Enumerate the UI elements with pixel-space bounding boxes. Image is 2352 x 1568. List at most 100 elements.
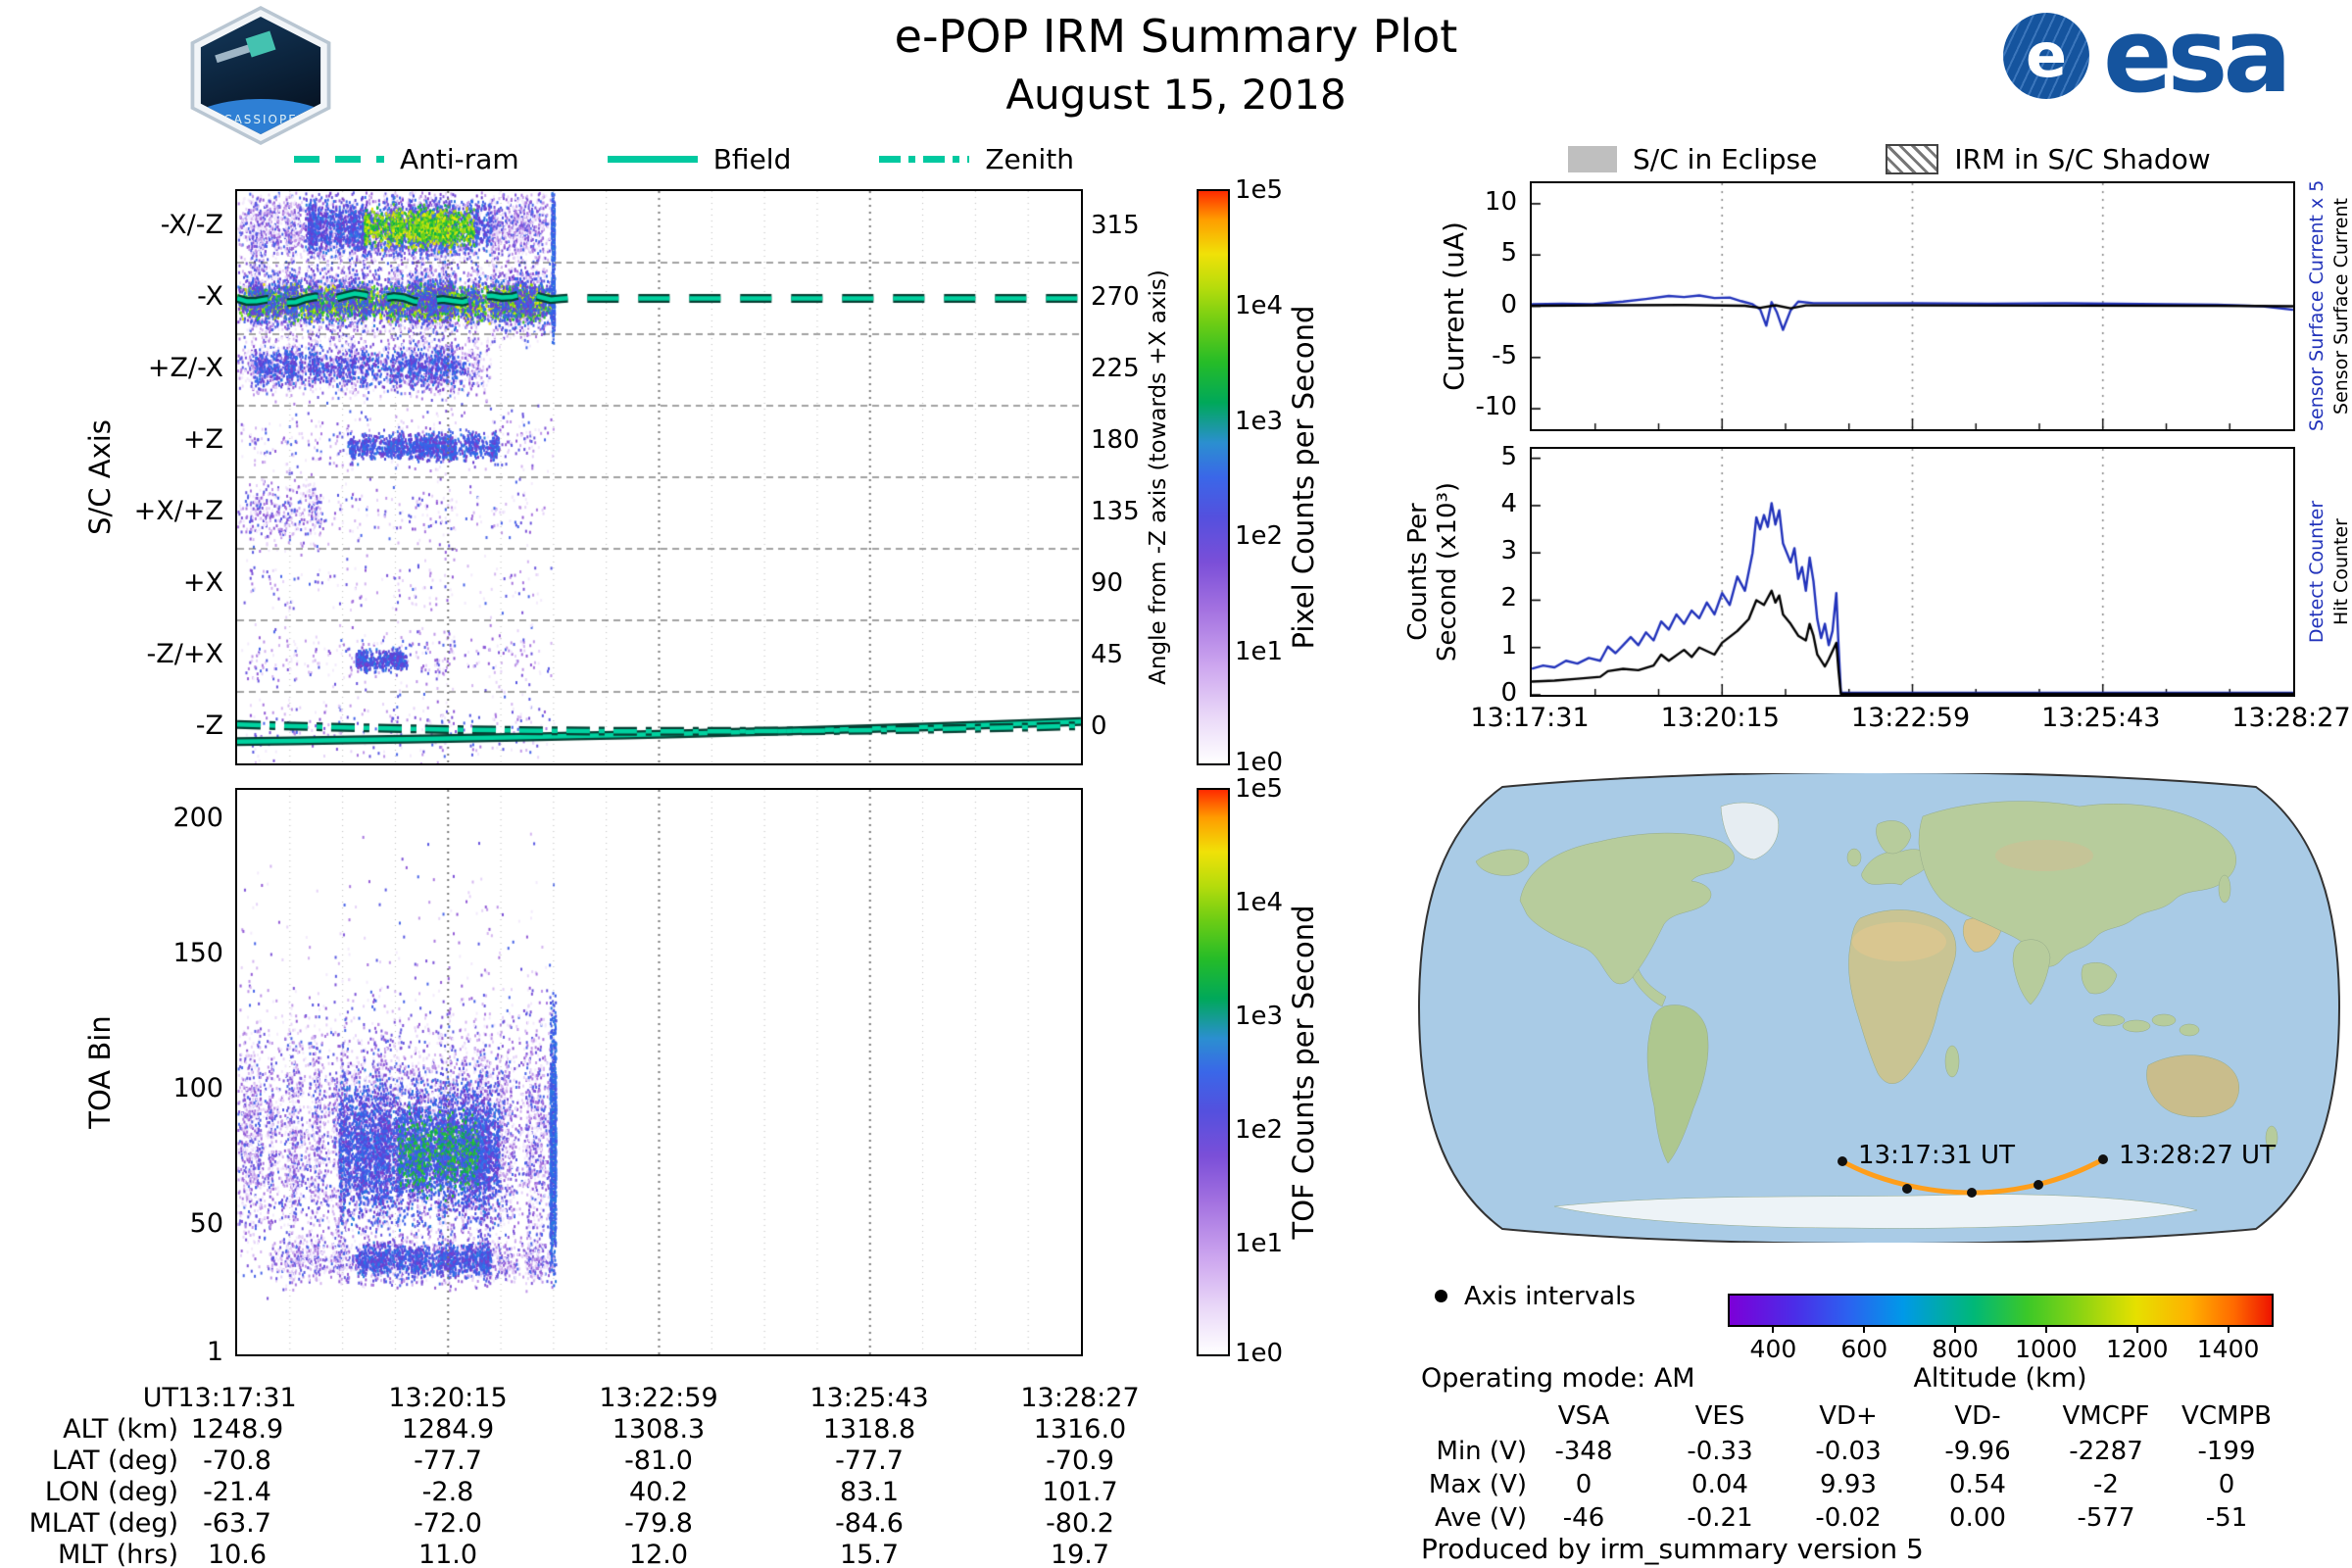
tof-colorbar-tick: 1e1: [1235, 1229, 1284, 1258]
voltage-column-header: VES: [1694, 1401, 1745, 1431]
voltage-value: -9.96: [1944, 1437, 2011, 1466]
angle-tick: 315: [1091, 210, 1140, 240]
altitude-tickmark: [1863, 1325, 1866, 1333]
voltage-row-label: Ave (V): [1435, 1503, 1527, 1533]
altitude-tick: 600: [1840, 1335, 1888, 1363]
current-ytick: 5: [1500, 238, 1517, 269]
angle-tick: 270: [1091, 281, 1140, 312]
world-map: [1417, 771, 2341, 1245]
counts-ytick: 3: [1500, 536, 1517, 566]
counts-ytick: 4: [1500, 488, 1517, 518]
map-landmass: [2179, 1023, 2200, 1037]
ephemeris-value: -70.8: [203, 1446, 271, 1476]
sensor-surface-current-label: Sensor Surface Current: [2330, 198, 2352, 415]
ephemeris-value: -84.6: [835, 1508, 904, 1539]
voltage-value: 9.93: [1820, 1470, 1877, 1499]
ephemeris-value: 13:20:15: [388, 1383, 508, 1413]
voltage-value: -2: [2093, 1470, 2119, 1499]
dashed-line-sample-icon: [294, 156, 384, 163]
sc-axis-row-label: +Z: [182, 423, 223, 455]
map-landmass: [2218, 874, 2231, 904]
voltage-row-label: Min (V): [1436, 1437, 1527, 1466]
legend-label: Bfield: [712, 143, 792, 175]
angle-tick: 180: [1091, 424, 1140, 455]
map-landmass: [2092, 1013, 2126, 1027]
ephemeris-value: -79.8: [624, 1508, 693, 1539]
map-landmass: [2081, 962, 2118, 995]
sc-axis-ylabel: S/C Axis: [83, 419, 117, 535]
time-tick: 13:20:15: [1660, 703, 1780, 733]
map-landmass: [1519, 832, 1735, 985]
pixel-colorbar-tick: 1e0: [1235, 748, 1284, 777]
track-end-label: 13:28:27 UT: [2119, 1141, 2276, 1170]
orbit-interval-dot: [2098, 1154, 2108, 1164]
toa-spectrogram-canvas: [237, 790, 1081, 1354]
altitude-tickmark: [1954, 1325, 1957, 1333]
map-landmass: [2265, 1125, 2278, 1151]
altitude-tick: 1400: [2196, 1335, 2260, 1363]
cassiope-patch-label: CASSIOPE: [223, 113, 298, 126]
voltage-value: -46: [1562, 1503, 1605, 1533]
legend-label: Anti-ram: [400, 143, 519, 175]
ephemeris-value: 13:28:27: [1020, 1383, 1140, 1413]
current-ytick: 10: [1484, 186, 1517, 217]
time-tick: 13:28:27: [2231, 703, 2351, 733]
voltage-row-label: Max (V): [1428, 1470, 1527, 1499]
toa-ytick: 100: [172, 1073, 223, 1103]
solid-line-sample-icon: [607, 156, 698, 163]
legend-label: Zenith: [985, 143, 1075, 175]
ephemeris-row-label: MLT (hrs): [57, 1540, 178, 1568]
map-desert: [1995, 840, 2093, 871]
ephemeris-value: 13:17:31: [177, 1383, 297, 1413]
pixel-colorbar-label: Pixel Counts per Second: [1287, 305, 1320, 650]
altitude-tick: 1200: [2105, 1335, 2169, 1363]
ephemeris-value: -80.2: [1046, 1508, 1114, 1539]
page-title: e-POP IRM Summary Plot: [894, 10, 1458, 63]
voltage-value: 0: [2218, 1470, 2235, 1499]
axis-lines-legend: Anti-ram Bfield Zenith: [294, 143, 1074, 175]
altitude-colorbar: [1728, 1294, 2274, 1327]
hit-counter-label: Hit Counter: [2330, 518, 2352, 625]
toa-bin-ylabel: TOA Bin: [83, 1015, 117, 1129]
ephemeris-row-label: MLAT (deg): [28, 1508, 178, 1539]
sc-axis-row-label: +X: [182, 566, 223, 598]
map-landmass: [2146, 1054, 2239, 1117]
voltage-value: -2287: [2069, 1437, 2143, 1466]
eclipse-shadow-legend: S/C in Eclipse IRM in S/C Shadow: [1568, 143, 2211, 175]
ephemeris-value: -21.4: [203, 1477, 271, 1507]
voltage-value: -577: [2077, 1503, 2135, 1533]
orbit-interval-dot: [1967, 1188, 1977, 1198]
voltage-value: 0.00: [1949, 1503, 2006, 1533]
sc-axis-spectrogram-panel: [235, 189, 1083, 765]
operating-mode-text: Operating mode: AM: [1421, 1363, 1695, 1394]
map-antarctica: [1553, 1194, 2198, 1229]
esa-globe-letter: e: [2025, 20, 2068, 91]
pixel-colorbar-tick: 1e1: [1235, 637, 1284, 667]
orbit-interval-dot: [2034, 1180, 2043, 1190]
toa-ytick: 50: [189, 1208, 223, 1239]
voltage-column-header: VCMPB: [2181, 1401, 2272, 1431]
angle-tick: 0: [1091, 710, 1107, 741]
pixel-colorbar-tick: 1e5: [1235, 175, 1284, 205]
map-landmass: [2122, 1019, 2151, 1033]
ephemeris-row-label: ALT (km): [63, 1414, 178, 1445]
legend-item-zenith: Zenith: [879, 143, 1074, 175]
esa-globe-icon: e: [2003, 13, 2089, 99]
eclipse-swatch-icon: [1568, 146, 1617, 172]
sc-axis-row-label: +Z/-X: [147, 352, 223, 383]
counts-ytick: 5: [1500, 441, 1517, 471]
pixel-counts-colorbar: [1197, 189, 1230, 765]
legend-item-bfield: Bfield: [607, 143, 792, 175]
legend-item-eclipse: S/C in Eclipse: [1568, 143, 1817, 175]
altitude-tick: 400: [1749, 1335, 1797, 1363]
ephemeris-row-label: LON (deg): [44, 1477, 178, 1507]
voltage-value: -0.02: [1815, 1503, 1882, 1533]
ephemeris-value: 1284.9: [401, 1414, 495, 1445]
ephemeris-value: 12.0: [628, 1540, 689, 1568]
voltage-column-header: VMCPF: [2062, 1401, 2150, 1431]
altitude-tickmark: [2135, 1325, 2138, 1333]
counts-ytick: 0: [1500, 678, 1517, 708]
current-ytick: -10: [1475, 392, 1517, 422]
current-panel: [1530, 181, 2295, 431]
